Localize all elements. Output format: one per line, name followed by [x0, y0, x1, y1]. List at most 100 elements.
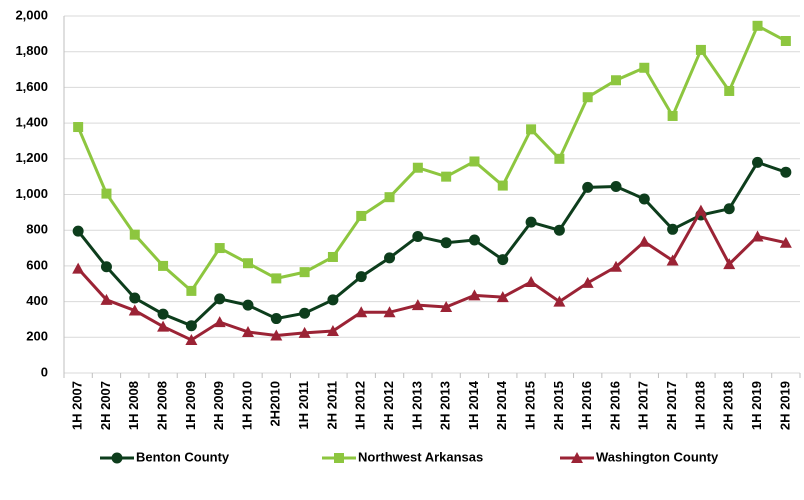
x-tick-label: 1H 2018: [692, 381, 707, 430]
point: [610, 180, 622, 192]
y-tick-label: 1,000: [15, 186, 48, 201]
x-tick-label: 1H 2017: [636, 381, 651, 430]
point: [327, 251, 338, 262]
point: [723, 203, 735, 215]
y-tick-label: 600: [26, 257, 48, 272]
point: [611, 75, 621, 86]
point: [185, 320, 197, 332]
x-tick-label: 1H 2009: [183, 381, 198, 430]
x-tick-label: 2H 2009: [211, 381, 226, 430]
point: [440, 300, 453, 312]
point: [334, 453, 344, 463]
point: [496, 291, 509, 303]
point: [666, 254, 679, 266]
point: [384, 252, 396, 264]
x-tick-label: 2H 2008: [155, 381, 170, 430]
point: [497, 254, 509, 266]
point: [185, 333, 198, 345]
x-tick-label: 1H 2013: [409, 381, 424, 430]
y-tick-label: 1,800: [15, 43, 48, 58]
y-tick-label: 0: [41, 364, 48, 379]
x-tick-label: 1H 2010: [239, 381, 254, 430]
x-tick-label: 2H 2015: [551, 381, 566, 430]
point: [326, 325, 339, 337]
point: [72, 225, 84, 237]
series-line: [76, 160, 787, 328]
point: [355, 271, 367, 283]
point: [554, 153, 565, 164]
point: [214, 293, 226, 305]
x-tick-label: 1H 2015: [523, 381, 538, 430]
legend-label: Benton County: [136, 449, 230, 464]
point: [214, 243, 225, 254]
point: [412, 230, 424, 242]
x-tick-label: 2H 2012: [381, 381, 396, 430]
point: [667, 110, 678, 121]
point: [780, 166, 792, 178]
point: [667, 223, 679, 235]
point: [638, 193, 650, 205]
point: [581, 276, 594, 288]
x-tick-label: 1H 2008: [126, 381, 141, 430]
point: [723, 258, 736, 270]
point: [411, 299, 424, 311]
point: [270, 313, 282, 325]
point: [571, 452, 583, 463]
point: [271, 273, 282, 284]
point: [100, 261, 112, 273]
point: [383, 306, 396, 318]
point: [553, 224, 565, 236]
point: [213, 316, 226, 328]
point: [752, 20, 763, 31]
x-tick-label: 1H 2016: [579, 381, 594, 430]
point: [243, 258, 253, 269]
point: [468, 234, 480, 246]
point: [610, 260, 622, 272]
point: [553, 295, 566, 307]
point: [638, 235, 651, 247]
x-tick-label: 2H 2018: [721, 381, 736, 430]
y-tick-label: 2,000: [15, 7, 48, 22]
point: [440, 237, 452, 249]
point: [355, 306, 368, 318]
y-tick-label: 400: [26, 293, 48, 308]
point: [73, 122, 84, 133]
point: [582, 92, 593, 103]
point: [242, 325, 254, 337]
point: [101, 188, 112, 199]
point: [242, 299, 254, 311]
y-tick-label: 800: [26, 222, 48, 237]
point: [186, 285, 197, 296]
point: [72, 262, 85, 274]
point: [356, 210, 367, 221]
x-tick-label: 2H 2007: [98, 381, 113, 430]
point: [129, 229, 140, 240]
y-tick-label: 200: [26, 329, 48, 344]
point: [752, 156, 764, 168]
point: [299, 267, 310, 278]
point: [128, 304, 141, 316]
x-tick-label: 1H 2011: [296, 381, 311, 429]
point: [469, 156, 480, 167]
point: [129, 292, 141, 304]
point: [639, 62, 650, 73]
legend-label: Northwest Arkansas: [358, 449, 483, 464]
y-tick-label: 1,200: [15, 150, 48, 165]
point: [111, 452, 123, 464]
point: [299, 307, 311, 319]
x-tick-label: 1H 2007: [70, 381, 85, 430]
point: [780, 35, 791, 46]
point: [526, 124, 537, 135]
x-tick-label: 2H2010: [268, 381, 283, 427]
point: [412, 162, 423, 173]
point: [525, 275, 538, 287]
y-tick-label: 1,400: [15, 115, 48, 130]
x-tick-label: 2H 2014: [494, 380, 509, 430]
point: [298, 326, 311, 338]
point: [468, 289, 481, 301]
point: [695, 44, 706, 55]
x-tick-label: 1H 2012: [353, 381, 368, 430]
point: [270, 329, 283, 341]
point: [157, 308, 169, 320]
